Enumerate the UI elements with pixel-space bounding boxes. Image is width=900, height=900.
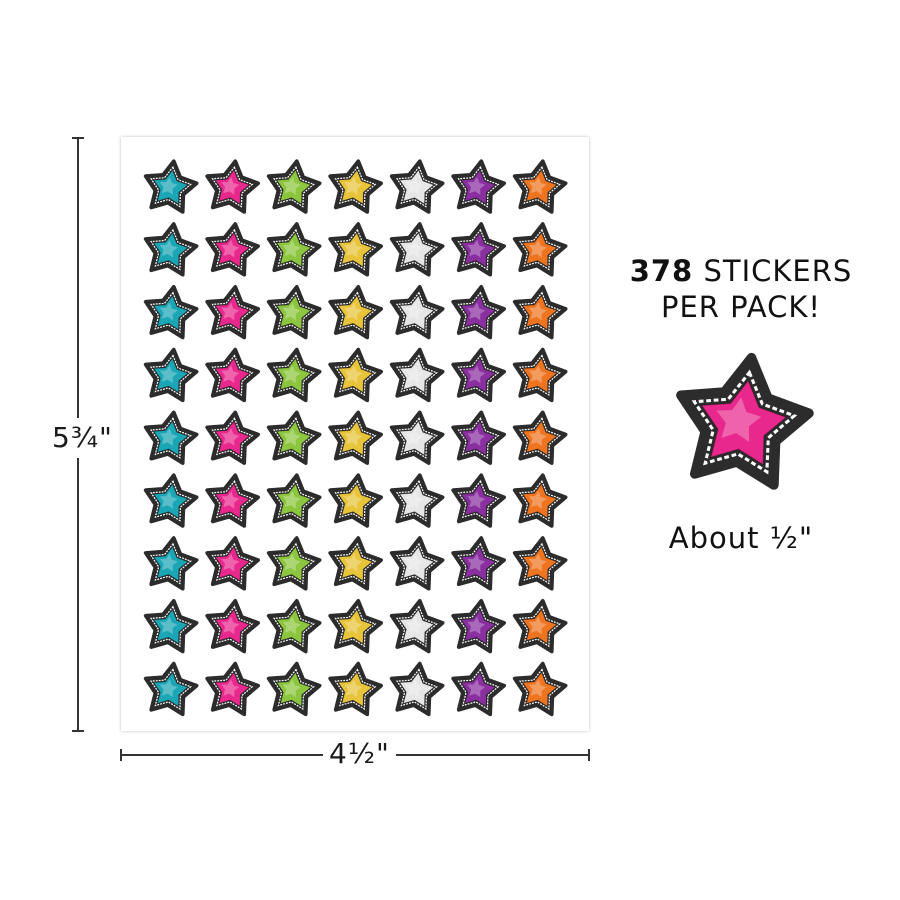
sticker-star (389, 598, 445, 654)
sticker-star (512, 159, 568, 214)
sticker-star (205, 159, 260, 214)
sticker-star (266, 473, 322, 528)
sticker-star (512, 222, 568, 277)
sticker-star (451, 284, 506, 340)
sticker-star (205, 347, 260, 403)
sticker-star (451, 410, 506, 465)
sticker-star (512, 284, 568, 340)
sticker-star (205, 536, 260, 591)
sticker-star (512, 598, 568, 654)
sticker-star (512, 410, 568, 465)
sticker-star (143, 536, 199, 591)
sticker-star (266, 536, 322, 591)
sticker-star (328, 284, 383, 340)
stickers-word: STICKERS (693, 254, 853, 288)
sticker-star (512, 536, 568, 591)
sticker-star (328, 410, 383, 465)
sticker-star (328, 536, 383, 591)
sticker-star (205, 661, 260, 717)
sticker-star (328, 347, 383, 403)
height-label: 5¾" (52, 418, 113, 458)
sticker-star (266, 347, 322, 403)
sticker-star (389, 473, 445, 528)
sticker-star (266, 284, 322, 340)
sticker-star (266, 159, 322, 214)
sticker-star (143, 159, 199, 214)
sticker-star (389, 159, 445, 214)
sticker-star (451, 473, 506, 528)
sticker-star (512, 347, 568, 403)
sticker-star (451, 347, 506, 403)
sticker-star (143, 347, 199, 403)
sticker-star (451, 536, 506, 591)
sticker-star (266, 410, 322, 465)
sticker-star (143, 598, 199, 654)
sticker-star (389, 661, 445, 717)
sticker-star (143, 222, 199, 277)
sticker-star (328, 661, 383, 717)
sticker-star (389, 410, 445, 465)
sticker-star (328, 473, 383, 528)
sticker-star (389, 222, 445, 277)
sticker-star (451, 159, 506, 214)
per-pack-headline: PER PACK! (660, 290, 822, 324)
sticker-star (205, 222, 260, 277)
sticker-count: 378 (629, 254, 694, 288)
sticker-star (205, 473, 260, 528)
sticker-star (328, 222, 383, 277)
sticker-star (143, 473, 199, 528)
sticker-star (205, 598, 260, 654)
sticker-star (266, 598, 322, 654)
sticker-star (328, 598, 383, 654)
sticker-count-headline: 378 STICKERS (610, 257, 872, 286)
sticker-star (389, 284, 445, 340)
sticker-star (205, 410, 260, 465)
sticker-star (512, 473, 568, 528)
sticker-star (328, 159, 383, 214)
sticker-star (389, 347, 445, 403)
sticker-star (451, 222, 506, 277)
sticker-star (143, 410, 199, 465)
width-label: 4½" (323, 740, 396, 768)
sticker-star (266, 661, 322, 717)
sticker-star (266, 222, 322, 277)
sticker-star (451, 661, 506, 717)
sticker-star (389, 536, 445, 591)
size-note: About ½" (668, 521, 814, 555)
sticker-star (205, 284, 260, 340)
sticker-star (512, 661, 568, 717)
sticker-star (143, 284, 199, 340)
sticker-star (451, 598, 506, 654)
sticker-star (143, 661, 199, 717)
